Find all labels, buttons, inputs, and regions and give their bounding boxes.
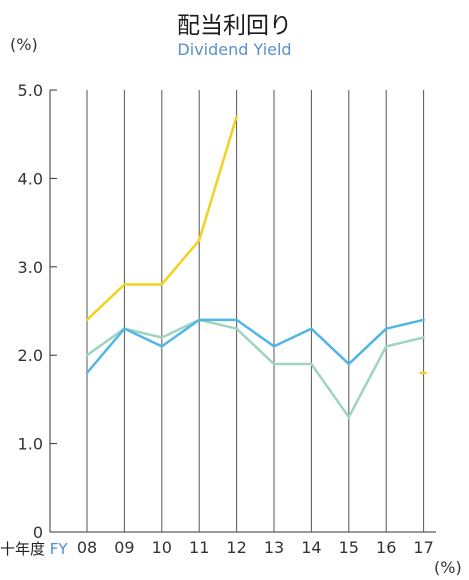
x-tick-label: 16 — [376, 538, 396, 557]
y-tick-label: 3.0 — [18, 258, 43, 277]
chart-title: 配当利回り — [177, 13, 292, 39]
x-tick-label: 15 — [339, 538, 359, 557]
x-tick-label: 10 — [152, 538, 172, 557]
x-axis-prefix-en: FY — [49, 540, 68, 558]
x-tick-label: 13 — [264, 538, 284, 557]
series-line-1 — [85, 318, 425, 419]
x-tick-label: 08 — [77, 538, 97, 557]
x-axis-prefix-jp: 十年度 — [0, 540, 46, 558]
y-tick-label: 2.0 — [18, 346, 43, 365]
x-tick-label: 09 — [114, 538, 134, 557]
y-tick-label: 4.0 — [18, 169, 43, 188]
y-tick-label: 1.0 — [18, 435, 43, 454]
bottom-unit: (%) — [434, 558, 462, 577]
chart-subtitle: Dividend Yield — [177, 40, 292, 59]
x-tick-label: 11 — [189, 538, 209, 557]
y-tick-label: 5.0 — [18, 81, 43, 100]
y-axis-unit: (%) — [10, 35, 38, 54]
x-tick-label: 12 — [226, 538, 246, 557]
x-tick-label: 17 — [413, 538, 433, 557]
x-axis-prefix: 十年度 FY — [0, 538, 68, 559]
series-line-0 — [85, 115, 238, 322]
y-tick-label: 0 — [33, 523, 43, 542]
series-line-2 — [85, 318, 425, 375]
x-tick-label: 14 — [301, 538, 321, 557]
